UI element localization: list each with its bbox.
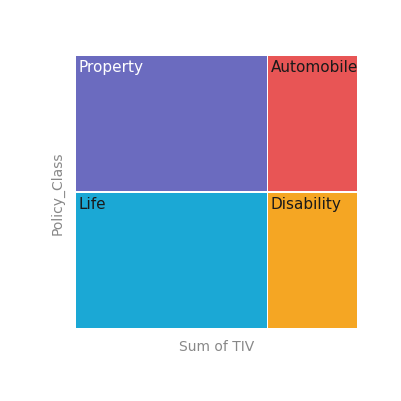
Text: Sum of TIV: Sum of TIV: [179, 339, 254, 353]
Text: Life: Life: [78, 196, 106, 211]
Bar: [76, 193, 267, 328]
Bar: [76, 57, 267, 192]
Text: Policy_Class: Policy_Class: [50, 151, 64, 234]
Bar: [268, 193, 357, 328]
Text: Disability: Disability: [270, 196, 341, 211]
Bar: [268, 57, 357, 192]
Text: Automobile: Automobile: [270, 59, 358, 75]
Text: Property: Property: [78, 59, 143, 75]
